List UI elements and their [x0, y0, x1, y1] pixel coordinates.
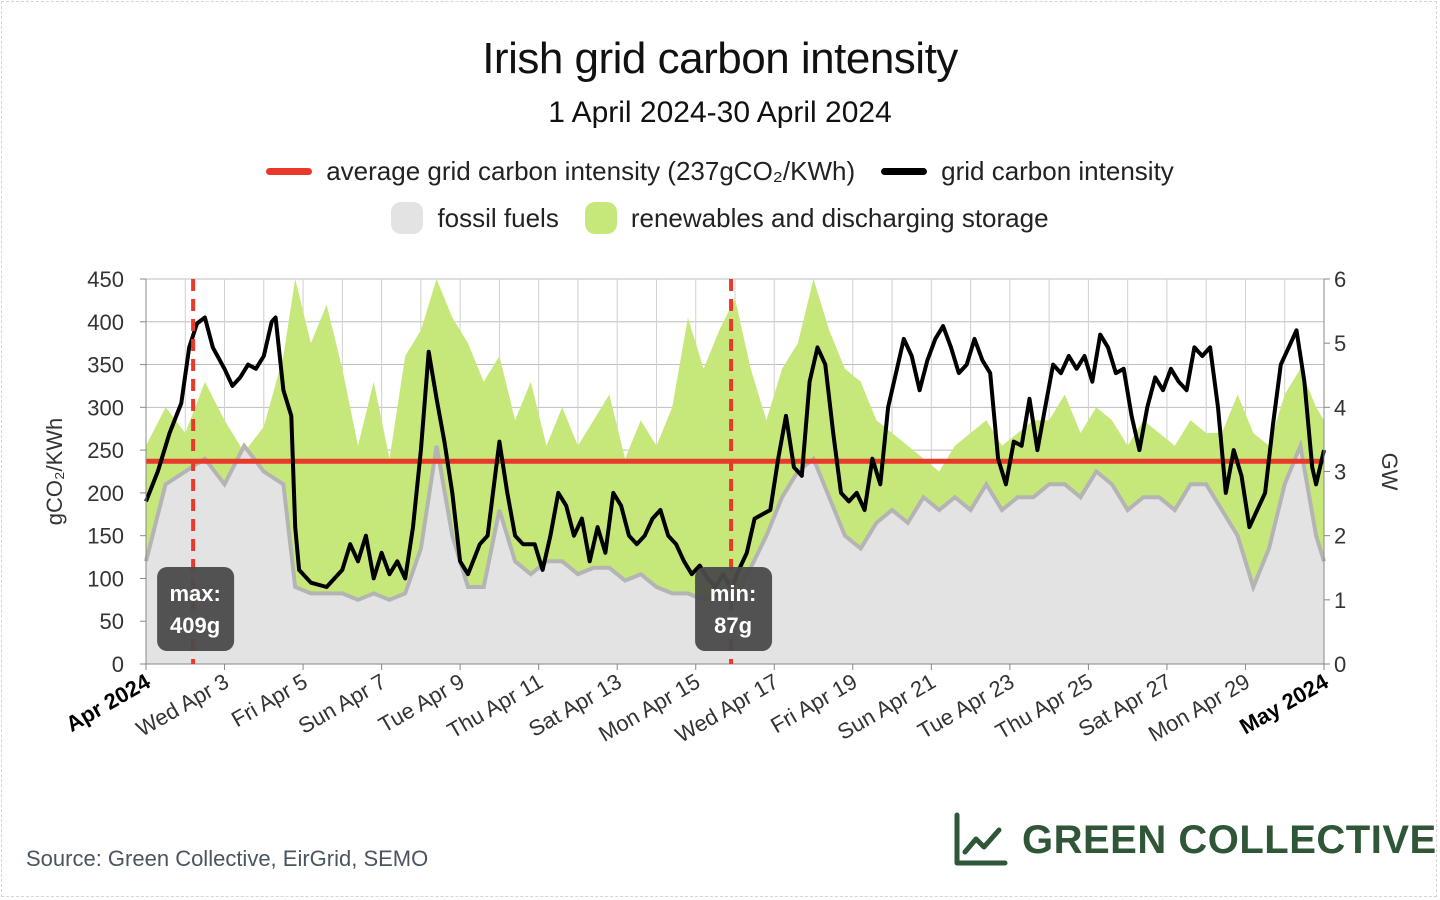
y-tick-label: 300 [87, 395, 124, 420]
y2-tick-label: 3 [1334, 460, 1346, 485]
y2-tick-label: 2 [1334, 524, 1346, 549]
x-tick-label: May 2024 [1235, 668, 1333, 739]
chart-subtitle: 1 April 2024-30 April 2024 [548, 96, 892, 129]
brand-logo: GREEN COLLECTIVE [952, 812, 1437, 868]
y-tick-label: 450 [87, 267, 124, 292]
legend-item-renewables[interactable]: renewables and discharging storage [584, 202, 1049, 234]
annotation-value: 409g [170, 613, 220, 638]
annotation-layer: max: 409g min: 87g [157, 279, 773, 664]
y2-tick-label: 6 [1334, 267, 1346, 292]
legend-label-average: average grid carbon intensity (237gCO₂/K… [326, 156, 856, 186]
legend-row-2: fossil fuels renewables and discharging … [0, 202, 1440, 234]
legend-swatch-intensity [881, 168, 928, 175]
y-tick-label: 100 [87, 566, 124, 591]
annotation-label: max: [169, 581, 220, 606]
annotation-box [695, 567, 773, 651]
chart-title: Irish grid carbon intensity [482, 34, 958, 83]
y2-tick-label: 4 [1334, 395, 1346, 420]
brand-name: GREEN COLLECTIVE [1022, 817, 1437, 862]
y-tick-label: 250 [87, 438, 124, 463]
legend-label-fossil: fossil fuels [437, 202, 559, 233]
y-tick-label: 150 [87, 524, 124, 549]
y-tick-label: 200 [87, 481, 124, 506]
legend-swatch-average [266, 168, 313, 175]
legend-item-intensity[interactable]: grid carbon intensity [881, 156, 1174, 187]
y-axis-title: gCO₂/KWh [42, 418, 67, 526]
legend-item-average[interactable]: average grid carbon intensity (237gCO₂/K… [266, 156, 855, 187]
fossil-area [146, 445, 1324, 664]
annotation-box [157, 567, 235, 651]
line-layer [144, 315, 1326, 591]
legend-swatch-fossil [391, 202, 424, 234]
legend-label-renewables: renewables and discharging storage [630, 202, 1049, 233]
annotation-label: min: [710, 581, 756, 606]
y-tick-label: 50 [100, 609, 124, 634]
y-tick-label: 0 [112, 652, 124, 677]
intensity-line [144, 315, 1326, 591]
y2-tick-label: 0 [1334, 652, 1346, 677]
source-note: Source: Green Collective, EirGrid, SEMO [26, 846, 429, 871]
annotation-value: 87g [714, 613, 752, 638]
y2-axis-title: GW [1377, 453, 1402, 491]
y-tick-label: 400 [87, 310, 124, 335]
x-tick-label: Sun Apr 7 [294, 669, 390, 739]
y2-tick-label: 1 [1334, 588, 1346, 613]
legend-row-1: average grid carbon intensity (237gCO₂/K… [0, 156, 1440, 187]
legend-item-fossil[interactable]: fossil fuels [391, 202, 559, 234]
y-tick-label: 350 [87, 353, 124, 378]
y2-tick-label: 5 [1334, 331, 1346, 356]
legend-label-intensity: grid carbon intensity [941, 156, 1174, 186]
chart-line-icon [954, 812, 1008, 866]
legend-swatch-renewables [584, 202, 617, 234]
